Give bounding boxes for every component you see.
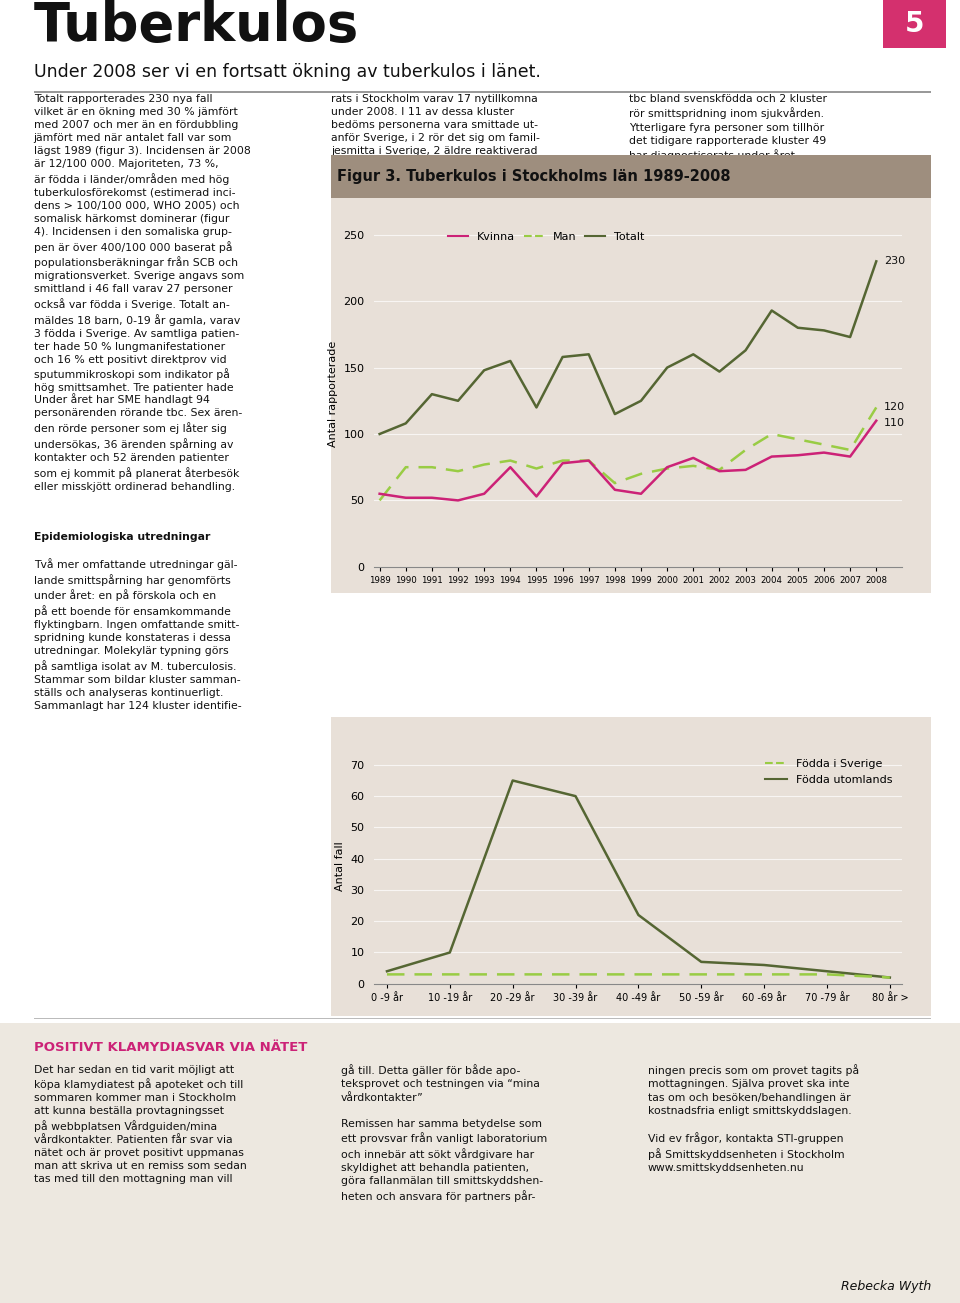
Text: 110: 110 [884,418,905,429]
Text: Epidemiologiska utredningar: Epidemiologiska utredningar [34,533,210,542]
Y-axis label: Antal rapporterade: Antal rapporterade [328,341,338,447]
Text: tbc bland svenskfödda och 2 kluster
rör smittspridning inom sjukvården.
Ytterlig: tbc bland svenskfödda och 2 kluster rör … [629,94,827,162]
Text: Det har sedan en tid varit möjligt att
köpa klamydiatest på apoteket och till
so: Det har sedan en tid varit möjligt att k… [34,1065,247,1184]
Legend: Födda i Sverige, Födda utomlands: Födda i Sverige, Födda utomlands [760,754,897,790]
Text: Två mer omfattande utredningar gäl-
lande smittspårning har genomförts
under åre: Två mer omfattande utredningar gäl- land… [34,558,241,711]
Text: gå till. Detta gäller för både apo-
teksprovet och testningen via “mina
vårdkont: gå till. Detta gäller för både apo- teks… [341,1065,547,1201]
Legend: Kvinna, Man, Totalt: Kvinna, Man, Totalt [444,227,649,246]
Text: ningen precis som om provet tagits på
mottagningen. Själva provet ska inte
tas o: ningen precis som om provet tagits på mo… [648,1065,859,1173]
Text: POSITIVT KLAMYDIASVAR VIA NÄTET: POSITIVT KLAMYDIASVAR VIA NÄTET [34,1041,307,1054]
Text: Tuberkulos: Tuberkulos [34,0,359,52]
Text: 230: 230 [884,257,905,266]
Text: 120: 120 [884,403,905,413]
Text: Totalt rapporterades 230 nya fall
vilket är en ökning med 30 % jämfört
med 2007 : Totalt rapporterades 230 nya fall vilket… [34,94,251,420]
Text: Figur 4. Tuberkulos år 2008, ursprung och ålder. N=230: Figur 4. Tuberkulos år 2008, ursprung oc… [337,752,797,769]
Text: Figur 3. Tuberkulos i Stockholms län 1989-2008: Figur 3. Tuberkulos i Stockholms län 198… [337,169,731,184]
Text: Under året har SME handlagt 94
personärenden rörande tbc. Sex ären-
den rörde pe: Under året har SME handlagt 94 personäre… [34,394,242,491]
Text: Rebecka Wyth: Rebecka Wyth [841,1280,931,1293]
Text: Under 2008 ser vi en fortsatt ökning av tuberkulos i länet.: Under 2008 ser vi en fortsatt ökning av … [34,64,540,81]
Text: rats i Stockholm varav 17 nytillkomna
under 2008. I 11 av dessa kluster
bedöms p: rats i Stockholm varav 17 nytillkomna un… [331,94,540,156]
Text: 5: 5 [904,10,924,38]
Y-axis label: Antal fall: Antal fall [335,842,345,891]
